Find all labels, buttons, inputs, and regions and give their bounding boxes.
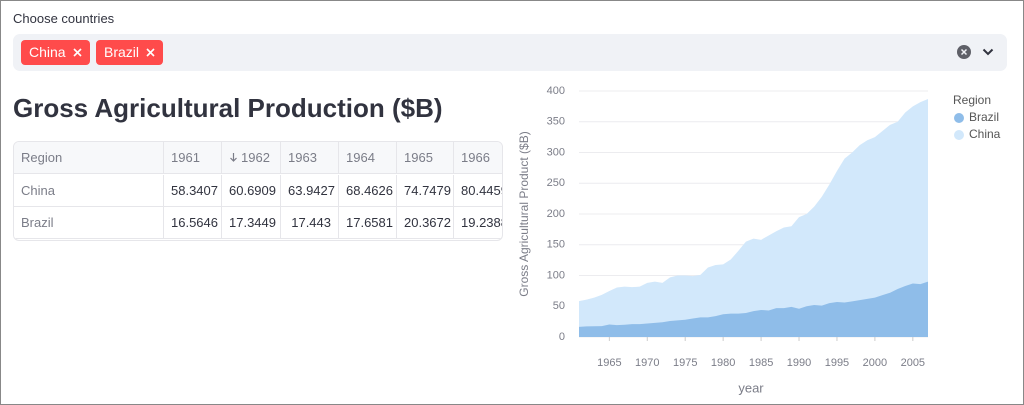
table-cell-text: 20.3672 bbox=[404, 215, 451, 230]
x-tick-label: 2005 bbox=[901, 357, 925, 369]
table-cell-text: 60.6909 bbox=[229, 183, 276, 198]
y-tick-label: 300 bbox=[547, 146, 565, 158]
x-tick-label: 2000 bbox=[863, 357, 887, 369]
table-cell: 60.6909 bbox=[222, 175, 281, 207]
area bbox=[579, 281, 928, 337]
table-cell: 16.5646 bbox=[164, 207, 222, 239]
x-tick-label: 1970 bbox=[635, 357, 659, 369]
column-header-text: 1962 bbox=[241, 150, 270, 165]
y-tick-label: 50 bbox=[553, 300, 565, 312]
table-cell: 63.9427 bbox=[281, 175, 339, 207]
row-header-text: China bbox=[21, 183, 55, 198]
column-header-text: 1963 bbox=[288, 150, 317, 165]
column-header[interactable]: 1965 bbox=[397, 142, 454, 174]
legend-swatch bbox=[954, 130, 964, 140]
table-cell: 17.3449 bbox=[222, 207, 281, 239]
table-cell-text: 16.5646 bbox=[171, 215, 218, 230]
x-tick-label: 1975 bbox=[673, 357, 697, 369]
table-cell-text: 17.3449 bbox=[229, 215, 276, 230]
legend-label: China bbox=[969, 127, 1001, 141]
table-cell-text: 63.9427 bbox=[288, 183, 335, 198]
y-tick-label: 0 bbox=[559, 331, 565, 343]
y-tick-label: 400 bbox=[547, 85, 565, 97]
multiselect-label: Choose countries bbox=[13, 11, 115, 26]
table-cell: 17.443 bbox=[281, 207, 339, 239]
x-tick-label: 1980 bbox=[711, 357, 735, 369]
table-cell-text: 58.3407 bbox=[171, 183, 218, 198]
table-cell-text: 80.4459 bbox=[461, 183, 502, 198]
chip[interactable]: Brazil bbox=[96, 40, 164, 65]
clear-button[interactable] bbox=[957, 45, 971, 59]
table-cell-text: 68.4626 bbox=[346, 183, 393, 198]
chip[interactable]: China bbox=[21, 40, 90, 65]
table-cell-text: 74.7479 bbox=[404, 183, 451, 198]
x-tick-label: 1990 bbox=[787, 357, 811, 369]
row-header: Brazil bbox=[14, 207, 164, 239]
table-cell: 80.4459 bbox=[454, 175, 502, 207]
x-tick-label: 1995 bbox=[825, 357, 849, 369]
table-cell: 68.4626 bbox=[339, 175, 397, 207]
y-tick-label: 350 bbox=[547, 116, 565, 128]
multiselect[interactable]: China Brazil bbox=[13, 34, 1007, 71]
chart: year Gross Agricultural Product ($B) Reg… bbox=[517, 85, 1001, 396]
column-header[interactable]: Region bbox=[14, 142, 164, 174]
row-header-text: Brazil bbox=[21, 215, 54, 230]
x-tick-label: 1985 bbox=[749, 357, 773, 369]
data-table: Region 1961 1962 1963 1964 1965 1966 China 58.34… bbox=[13, 141, 503, 241]
legend-swatch bbox=[954, 113, 964, 123]
table-cell: 17.6581 bbox=[339, 207, 397, 239]
column-header-text: 1961 bbox=[171, 150, 200, 165]
y-tick-label: 100 bbox=[547, 269, 565, 281]
y-axis-label: Gross Agricultural Product ($B) bbox=[517, 131, 531, 296]
x-tick-label: 1965 bbox=[597, 357, 621, 369]
chip-label: China bbox=[29, 44, 66, 60]
sort-icon bbox=[230, 153, 237, 162]
column-header-text: 1965 bbox=[404, 150, 433, 165]
column-header-text: Region bbox=[21, 150, 63, 165]
dropdown-button[interactable] bbox=[982, 47, 994, 57]
chip-remove[interactable] bbox=[73, 48, 82, 57]
column-header-text: 1966 bbox=[461, 150, 490, 165]
table-cell: 58.3407 bbox=[164, 175, 222, 207]
column-header[interactable]: 1964 bbox=[339, 142, 397, 174]
x-axis-label: year bbox=[738, 380, 764, 395]
chip-label: Brazil bbox=[104, 44, 140, 60]
table-cell-text: 17.6581 bbox=[346, 215, 393, 230]
table-cell: 20.3672 bbox=[397, 207, 454, 239]
legend-title: Region bbox=[953, 93, 991, 107]
column-header-text: 1964 bbox=[346, 150, 375, 165]
column-header[interactable]: 1962 bbox=[222, 142, 281, 174]
y-tick-label: 150 bbox=[547, 239, 565, 251]
legend-label: Brazil bbox=[969, 110, 999, 124]
y-tick-label: 200 bbox=[547, 208, 565, 220]
chip-remove[interactable] bbox=[146, 48, 155, 57]
page-title: Gross Agricultural Production ($B) bbox=[13, 93, 443, 123]
y-tick-label: 250 bbox=[547, 177, 565, 189]
table-cell-text: 19.2388 bbox=[461, 215, 502, 230]
column-header[interactable]: 1966 bbox=[454, 142, 502, 174]
row-header: China bbox=[14, 175, 164, 207]
table-cell: 19.2388 bbox=[454, 207, 502, 239]
area bbox=[579, 98, 928, 338]
column-header[interactable]: 1961 bbox=[164, 142, 222, 174]
column-header[interactable]: 1963 bbox=[281, 142, 339, 174]
table-cell: 74.7479 bbox=[397, 175, 454, 207]
table-cell-text: 17.443 bbox=[291, 215, 331, 230]
